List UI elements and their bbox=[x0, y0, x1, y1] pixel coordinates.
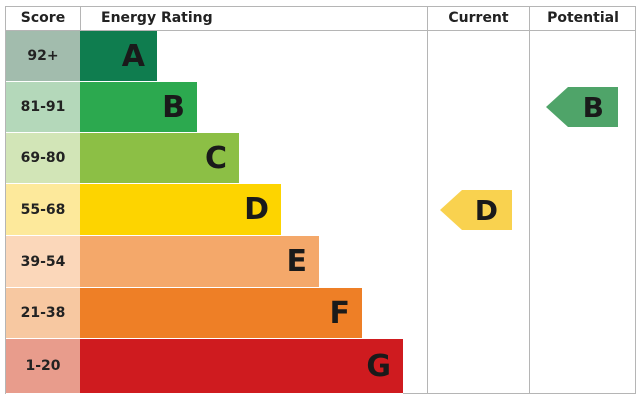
header-score: Score bbox=[20, 10, 66, 26]
score-cell-f: 21-38 bbox=[6, 288, 80, 339]
score-cell-e: 39-54 bbox=[6, 236, 80, 288]
column-divider bbox=[427, 6, 428, 394]
score-cell-g: 1-20 bbox=[6, 339, 80, 394]
score-cell-a: 92+ bbox=[6, 31, 80, 82]
score-cell-b: 81-91 bbox=[6, 82, 80, 133]
header-energy-rating: Energy Rating bbox=[101, 10, 213, 26]
rating-bar-c: C bbox=[80, 133, 239, 184]
rating-bar-a: A bbox=[80, 31, 157, 82]
header-current: Current bbox=[448, 10, 509, 26]
rating-bar-d: D bbox=[80, 184, 281, 236]
header-potential: Potential bbox=[547, 10, 619, 26]
column-divider bbox=[529, 6, 530, 394]
rating-bar-g: G bbox=[80, 339, 403, 394]
rating-bar-e: E bbox=[80, 236, 319, 288]
rating-bar-b: B bbox=[80, 82, 197, 133]
header-divider bbox=[5, 30, 636, 31]
score-cell-c: 69-80 bbox=[6, 133, 80, 184]
score-cell-d: 55-68 bbox=[6, 184, 80, 236]
rating-bar-f: F bbox=[80, 288, 362, 339]
